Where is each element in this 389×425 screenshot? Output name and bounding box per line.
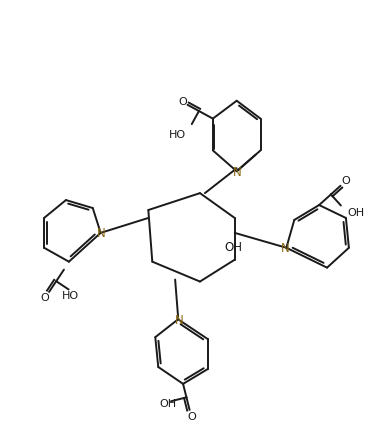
Text: N: N (97, 227, 106, 241)
Text: OH: OH (159, 399, 177, 409)
Text: N: N (281, 242, 290, 255)
Text: O: O (178, 97, 187, 107)
Text: O: O (187, 412, 196, 422)
Text: HO: HO (61, 291, 79, 301)
Text: N: N (233, 166, 242, 179)
Text: HO: HO (169, 130, 186, 139)
Text: O: O (341, 176, 350, 186)
Text: OH: OH (347, 208, 364, 218)
Text: N: N (175, 314, 184, 327)
Text: O: O (41, 293, 49, 303)
Text: OH: OH (225, 241, 243, 254)
